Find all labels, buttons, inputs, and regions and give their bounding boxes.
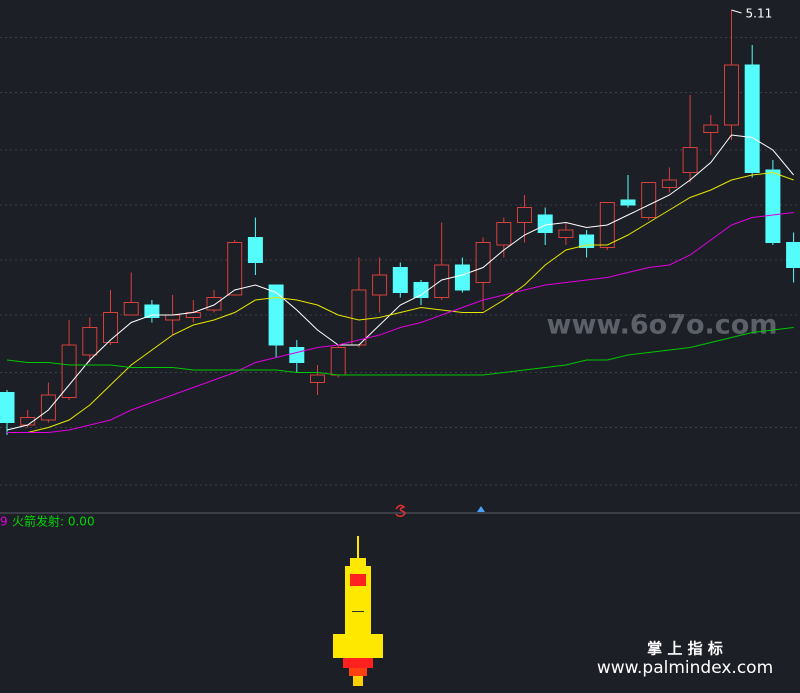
signal-marker bbox=[477, 506, 485, 512]
candle-body bbox=[579, 234, 595, 248]
candle-body bbox=[392, 267, 408, 293]
candle-body bbox=[40, 394, 56, 421]
candle-body bbox=[786, 242, 800, 268]
candle-body bbox=[61, 344, 77, 398]
candle-body bbox=[744, 64, 760, 173]
candle-body bbox=[351, 289, 367, 346]
high-pointer bbox=[731, 9, 742, 14]
rocket-icon bbox=[333, 536, 383, 686]
candle-body bbox=[206, 297, 222, 311]
brand-url: www.palmindex.com bbox=[597, 658, 773, 678]
candle-body bbox=[475, 242, 491, 283]
candle-body bbox=[144, 304, 160, 318]
moving-average-line bbox=[7, 171, 794, 433]
candle-body bbox=[765, 169, 781, 243]
candle-body bbox=[289, 347, 305, 363]
candle-body bbox=[268, 284, 284, 346]
brand-cn: 掌 上 指 标 bbox=[647, 640, 723, 658]
candle-body bbox=[537, 214, 553, 233]
candle-body bbox=[724, 64, 739, 126]
candle-body bbox=[620, 199, 636, 206]
candle-body bbox=[82, 327, 98, 356]
candle-body bbox=[682, 147, 698, 173]
candle-body bbox=[434, 264, 450, 298]
candle-body bbox=[558, 229, 574, 238]
candle-body bbox=[517, 207, 532, 223]
high-label: 5.11 bbox=[746, 7, 773, 21]
candle-body bbox=[661, 179, 677, 188]
candle-body bbox=[330, 347, 346, 376]
candle-body bbox=[703, 124, 719, 133]
candle-body bbox=[310, 374, 325, 383]
candle-body bbox=[496, 222, 512, 246]
candle-body bbox=[0, 392, 15, 423]
signal-marker bbox=[395, 504, 406, 517]
candle-body bbox=[227, 242, 243, 296]
indicator-label: 火箭发射: 0.00 bbox=[12, 514, 95, 529]
moving-average-line bbox=[6, 134, 794, 431]
candle-body bbox=[247, 237, 263, 263]
candle-body bbox=[165, 314, 181, 321]
candle-body bbox=[123, 302, 139, 316]
candle-body bbox=[641, 182, 657, 218]
indicator-prefix: 9 bbox=[0, 515, 8, 529]
watermark: www.6o7o.com bbox=[547, 310, 778, 341]
moving-average-line bbox=[6, 327, 794, 376]
candle-body bbox=[454, 264, 470, 291]
candle-body bbox=[103, 312, 118, 343]
candle-body bbox=[372, 274, 388, 296]
moving-average-line bbox=[7, 212, 794, 433]
